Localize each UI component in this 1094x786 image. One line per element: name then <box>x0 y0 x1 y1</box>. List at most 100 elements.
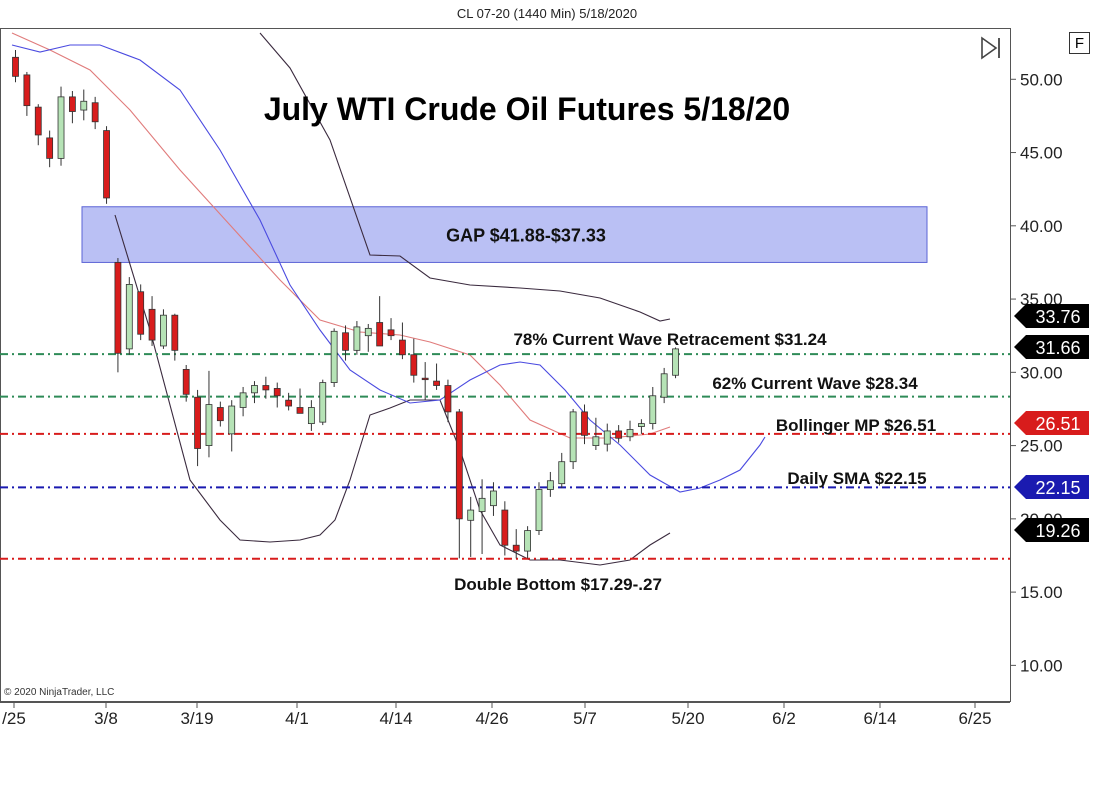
candle-56 <box>649 386 657 430</box>
level-label-2: Bollinger MP $26.51 <box>776 416 936 435</box>
price-tag-shape <box>1014 335 1089 359</box>
candle-body <box>353 326 361 351</box>
price-tag-shape <box>1014 518 1089 542</box>
candle-body <box>114 262 122 354</box>
candle-58 <box>672 347 679 379</box>
candle-body <box>296 407 304 414</box>
price-tag-label: 33.76 <box>1035 307 1080 327</box>
candle-body <box>12 56 19 77</box>
f-button-label: F <box>1075 35 1084 52</box>
candle-24 <box>285 392 293 411</box>
candle-body <box>205 404 213 446</box>
candle-49 <box>569 408 577 470</box>
candle-53 <box>615 425 623 443</box>
candle-22 <box>262 376 270 399</box>
candle-44 <box>512 529 520 559</box>
price-tag-label: 22.15 <box>1035 478 1080 498</box>
candle-12 <box>148 296 156 346</box>
candle-3 <box>46 130 54 168</box>
gap-zone-label: GAP $41.88-$37.33 <box>446 226 606 246</box>
candle-39 <box>455 408 463 559</box>
x-tick-label: 5/20 <box>671 709 704 728</box>
candle-10 <box>125 277 133 355</box>
level-label-4: Double Bottom $17.29-.27 <box>454 575 662 594</box>
x-tick-label: /25 <box>2 709 26 728</box>
candle-body <box>455 411 463 520</box>
candle-28 <box>330 328 338 387</box>
candle-body <box>615 430 623 439</box>
f-button[interactable]: F <box>1069 32 1090 54</box>
candle-body <box>626 429 634 438</box>
candle-body <box>399 339 406 356</box>
candle-54 <box>626 420 634 442</box>
candle-body <box>125 284 133 350</box>
x-tick-label: 5/7 <box>573 709 597 728</box>
candle-body <box>467 509 475 521</box>
y-tick-label: 25.00 <box>1020 437 1063 456</box>
candle-body <box>581 411 588 436</box>
candle-body <box>478 497 486 512</box>
price-tag-shape <box>1014 411 1089 435</box>
x-tick-label: 3/19 <box>180 709 213 728</box>
candle-body <box>342 332 349 351</box>
candle-body <box>364 327 372 337</box>
candle-7 <box>91 96 99 130</box>
candle-body <box>524 530 531 552</box>
candle-body <box>46 137 54 159</box>
candle-30 <box>353 321 361 355</box>
level-label-3: Daily SMA $22.15 <box>787 469 926 488</box>
price-tag-label: 31.66 <box>1035 338 1080 358</box>
candle-body <box>330 330 338 383</box>
price-tag-label: 26.51 <box>1035 414 1080 434</box>
sma-line <box>11 44 766 493</box>
candle-34 <box>399 322 406 360</box>
price-tag-19.26: 19.26 <box>1014 518 1089 542</box>
candle-55 <box>638 419 645 434</box>
x-tick-label: 6/2 <box>772 709 796 728</box>
candle-body <box>592 436 600 446</box>
candle-body <box>91 102 99 123</box>
candle-body <box>433 380 440 386</box>
candle-16 <box>194 389 201 467</box>
y-tick-label: 30.00 <box>1020 363 1063 382</box>
candle-14 <box>171 313 179 361</box>
candle-45 <box>524 526 531 559</box>
candle-26 <box>307 400 315 431</box>
candle-body <box>546 480 554 490</box>
bollinger-lower-band <box>114 214 671 566</box>
gap-zone <box>81 206 928 263</box>
candle-body <box>649 395 657 425</box>
candle-15 <box>182 365 190 402</box>
candle-1 <box>23 71 31 116</box>
candle-19 <box>228 400 236 452</box>
chart-title: July WTI Crude Oil Futures 5/18/20 <box>264 91 790 127</box>
y-tick-label: 50.00 <box>1020 70 1063 89</box>
candle-body <box>262 385 270 391</box>
candle-8 <box>103 126 110 204</box>
candle-body <box>558 461 566 485</box>
candle-27 <box>319 379 327 426</box>
candle-body <box>194 396 201 449</box>
y-tick-label: 40.00 <box>1020 217 1063 236</box>
candle-body <box>171 314 179 351</box>
play-to-end-icon[interactable] <box>981 36 1000 60</box>
plot-frame <box>0 28 1011 702</box>
candle-21 <box>251 381 258 404</box>
candle-13 <box>160 309 167 349</box>
candle-body <box>103 130 110 199</box>
candle-32 <box>376 296 384 347</box>
copyright-text: © 2020 NinjaTrader, LLC <box>4 687 114 698</box>
candle-5 <box>69 91 76 124</box>
x-tick-label: 6/25 <box>958 709 991 728</box>
candle-52 <box>603 423 611 452</box>
candle-36 <box>421 362 429 401</box>
candle-body <box>307 407 315 425</box>
candle-18 <box>216 401 224 427</box>
candle-body <box>376 322 384 347</box>
candle-body <box>69 96 76 112</box>
candle-4 <box>57 86 65 166</box>
candle-body <box>660 373 668 398</box>
candle-body <box>160 314 167 347</box>
candle-body <box>285 399 293 407</box>
